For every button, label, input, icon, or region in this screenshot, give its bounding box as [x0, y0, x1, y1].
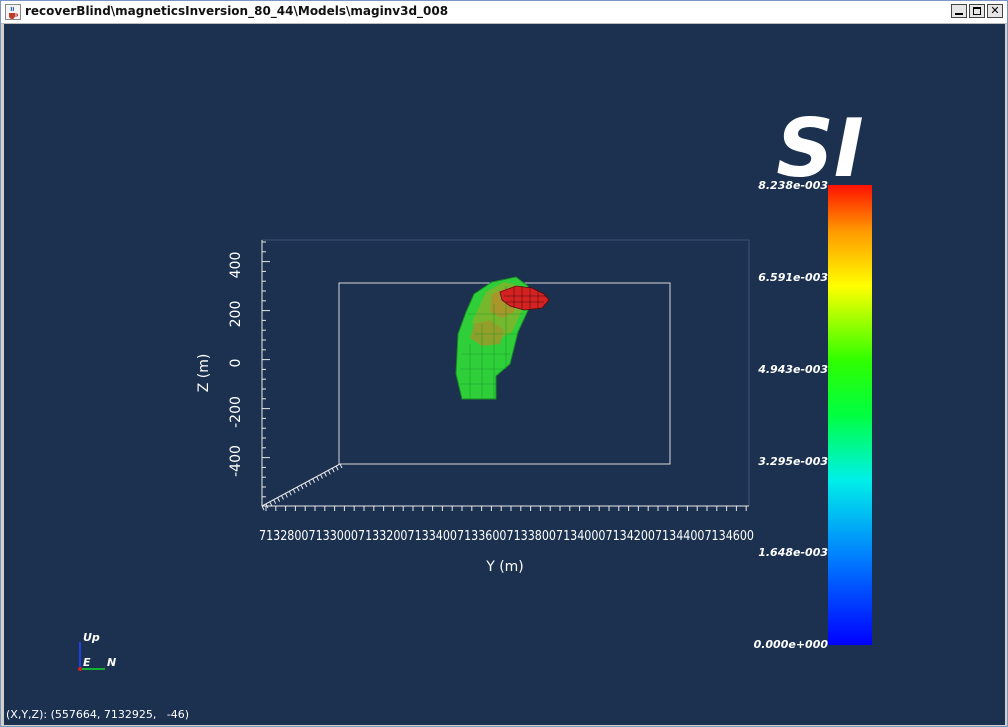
axis-tick [269, 501, 273, 507]
axis-tick [292, 488, 296, 494]
minimize-button[interactable] [951, 4, 967, 18]
close-icon: ✕ [990, 4, 1000, 17]
axis-tick [316, 476, 320, 481]
recovered-susceptibility-body [455, 276, 550, 400]
orientation-east-label: E [83, 656, 91, 669]
y-tick-labels: 7132800713300071332007133400713360071338… [259, 529, 754, 544]
axis-tick [277, 497, 281, 502]
colorbar-label: 1.648e-003 [758, 546, 828, 559]
z-tick-label: 200 [228, 301, 244, 328]
z-tick-label: -400 [228, 445, 244, 477]
z-axis-label: Z (m) [196, 354, 212, 393]
axis-tick [288, 491, 292, 496]
axis-tick [339, 463, 343, 469]
axis-tick [300, 484, 304, 490]
3d-viewport[interactable]: 400 200 0 -200 -400 Z (m) 71328007133000… [4, 24, 1005, 725]
axis-tick [284, 493, 288, 498]
title-bar[interactable]: recoverBlind\magneticsInversion_80_44\Mo… [1, 1, 1007, 24]
colorbar-label: 0.000e+000 [754, 638, 829, 651]
maximize-icon [973, 7, 981, 15]
axis-tick [261, 505, 265, 511]
z-tick-label: 400 [228, 252, 244, 279]
z-tick-label: 0 [228, 359, 244, 368]
axis-tick [327, 470, 331, 475]
maximize-button[interactable] [969, 4, 985, 18]
colorbar-unit-title: SI [776, 102, 863, 195]
axis-tick [323, 472, 327, 477]
java-coffee-cup-icon [5, 4, 21, 20]
colorbar-label: 8.238e-003 [758, 179, 828, 192]
axis-tick [308, 480, 312, 486]
colorbar-label: 4.943e-003 [757, 363, 828, 376]
axis-tick [304, 482, 308, 488]
axis-tick [296, 486, 300, 492]
cursor-coordinates-readout: (X,Y,Z): (557664, 7132925, -46) [6, 708, 190, 721]
axis-tick [265, 503, 269, 509]
close-button[interactable]: ✕ [987, 4, 1003, 18]
3d-scene[interactable]: 400 200 0 -200 -400 Z (m) 71328007133000… [4, 24, 1005, 725]
orientation-triad: Up E N [78, 631, 116, 671]
z-axis-ticks [262, 241, 270, 498]
y-axis-ticks [265, 506, 747, 511]
axis-tick [312, 478, 316, 483]
x-axis-ticks [261, 463, 343, 511]
axis-tick [273, 499, 277, 504]
orientation-up-label: Up [83, 631, 100, 644]
east-axis-marker [78, 667, 82, 671]
colorbar-label: 6.591e-003 [758, 271, 828, 284]
minimize-icon [955, 13, 963, 15]
orientation-north-label: N [107, 656, 116, 669]
y-axis-label: Y (m) [485, 559, 524, 575]
axis-tick [281, 495, 284, 500]
z-tick-label: -200 [228, 396, 244, 428]
axis-tick [331, 467, 335, 473]
axis-tick [320, 474, 323, 479]
colorbar-gradient [828, 185, 872, 645]
window-title: recoverBlind\magneticsInversion_80_44\Mo… [25, 4, 449, 18]
colorbar-label: 3.295e-003 [758, 455, 828, 468]
axis-tick [335, 465, 339, 471]
